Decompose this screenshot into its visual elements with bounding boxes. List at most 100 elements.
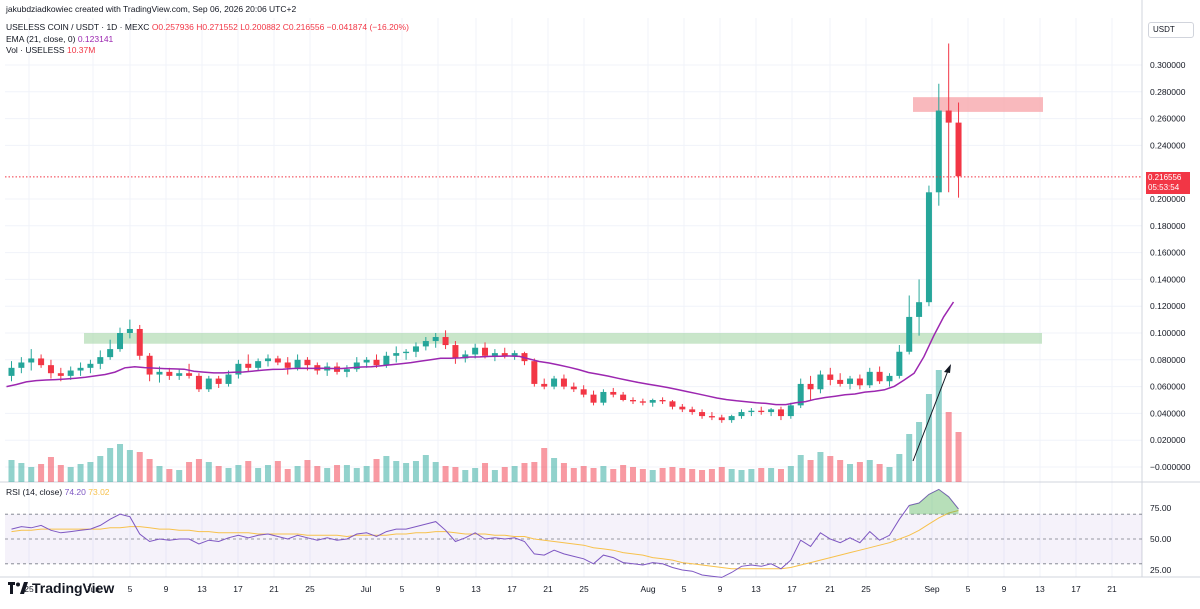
- candle-body: [689, 409, 696, 413]
- candle-body: [491, 353, 498, 356]
- candle-body: [274, 358, 281, 363]
- candle: [422, 337, 429, 351]
- ema-label: EMA (21, close, 0): [6, 34, 76, 44]
- price-tick-label: 0.080000: [1150, 355, 1186, 365]
- brand-logo[interactable]: TradingView: [8, 580, 114, 596]
- volume-bar: [186, 462, 193, 482]
- candle-body: [363, 359, 370, 363]
- brand-name: TradingView: [32, 580, 115, 596]
- currency-selector[interactable]: USDT: [1148, 22, 1194, 38]
- ema-line: [6, 301, 955, 406]
- volume-bar: [8, 460, 15, 482]
- vol-legend[interactable]: Vol · USELESS 10.37M: [6, 45, 95, 56]
- candle-body: [176, 373, 183, 376]
- rsi-line: [11, 488, 959, 578]
- candle: [136, 324, 143, 360]
- volume-bar: [363, 466, 370, 482]
- candle: [274, 355, 281, 366]
- candle-body: [255, 361, 262, 368]
- candle-body: [906, 316, 913, 352]
- price-tick-label: 0.200000: [1150, 194, 1186, 204]
- volume-bar: [570, 468, 577, 482]
- candle-body: [551, 378, 558, 387]
- candle-body: [294, 359, 301, 368]
- candle-body: [629, 400, 636, 402]
- volume-bar: [156, 466, 163, 482]
- candle: [107, 339, 114, 360]
- volume-bar: [28, 467, 35, 482]
- candle-body: [945, 110, 952, 123]
- volume-bar: [511, 466, 518, 482]
- candle: [166, 367, 173, 380]
- candle-body: [383, 355, 390, 366]
- candle: [590, 390, 597, 406]
- candle-body: [117, 333, 124, 350]
- vol-value: 10.37M: [66, 45, 96, 55]
- candle-body: [28, 358, 35, 363]
- candle-body: [432, 337, 439, 342]
- rsi-tick-label: 50.00: [1150, 534, 1172, 544]
- volume-bar: [482, 463, 489, 482]
- candle: [412, 342, 419, 358]
- candle-body: [817, 374, 824, 390]
- candle: [186, 363, 193, 379]
- volume-bar: [560, 463, 567, 482]
- volume-bar: [531, 462, 538, 482]
- candle-body: [570, 386, 577, 390]
- rsi-legend[interactable]: RSI (14, close) 74.20 73.02: [6, 487, 110, 498]
- candle-body: [856, 378, 863, 386]
- volume-bar: [886, 467, 893, 482]
- volume-bar: [580, 466, 587, 482]
- candle: [620, 391, 627, 402]
- ema-value: 0.123141: [77, 34, 114, 44]
- candle-body: [639, 401, 646, 403]
- candle-body: [718, 417, 725, 421]
- candle: [126, 319, 133, 339]
- candle-body: [442, 337, 449, 346]
- time-tick-label: 17: [233, 584, 243, 594]
- volume-bar: [215, 466, 222, 482]
- volume-bar: [925, 394, 932, 482]
- rsi-pane: [5, 488, 1142, 578]
- time-tick-label: 21: [825, 584, 835, 594]
- volume-bar: [97, 456, 104, 482]
- candle: [324, 362, 331, 376]
- candle-body: [560, 378, 567, 387]
- time-tick-label: 25: [579, 584, 589, 594]
- volume-bar: [728, 469, 735, 482]
- volume-bar: [324, 468, 331, 482]
- candle: [28, 349, 35, 371]
- volume-bar: [117, 444, 124, 482]
- volume-bar: [462, 470, 469, 482]
- price-tick-label: −0.000000: [1150, 462, 1191, 472]
- candle: [38, 354, 45, 368]
- candle-body: [38, 358, 45, 366]
- candle-body: [18, 362, 25, 368]
- candle-body: [708, 416, 715, 418]
- volume-bar: [383, 456, 390, 482]
- volume-bar: [67, 467, 74, 482]
- candle: [393, 346, 400, 363]
- candle: [255, 358, 262, 371]
- volume-bar: [472, 468, 479, 482]
- candle-body: [580, 389, 587, 395]
- candle: [205, 375, 212, 392]
- candle: [758, 406, 765, 415]
- candle: [343, 365, 350, 378]
- candle-body: [768, 409, 775, 413]
- time-tick-label: 13: [197, 584, 207, 594]
- volume-bar: [629, 467, 636, 482]
- volume-bar: [738, 470, 745, 482]
- candle: [551, 375, 558, 390]
- candle-body: [136, 328, 143, 356]
- candle-body: [531, 361, 538, 384]
- ema-legend[interactable]: EMA (21, close, 0) 0.123141: [6, 34, 113, 45]
- volume-bar: [521, 463, 528, 482]
- candle: [245, 354, 252, 372]
- candle: [67, 366, 74, 380]
- volume-bar: [87, 462, 94, 482]
- candle: [945, 43, 952, 193]
- candle-body: [225, 374, 232, 384]
- volume-bar: [847, 464, 854, 482]
